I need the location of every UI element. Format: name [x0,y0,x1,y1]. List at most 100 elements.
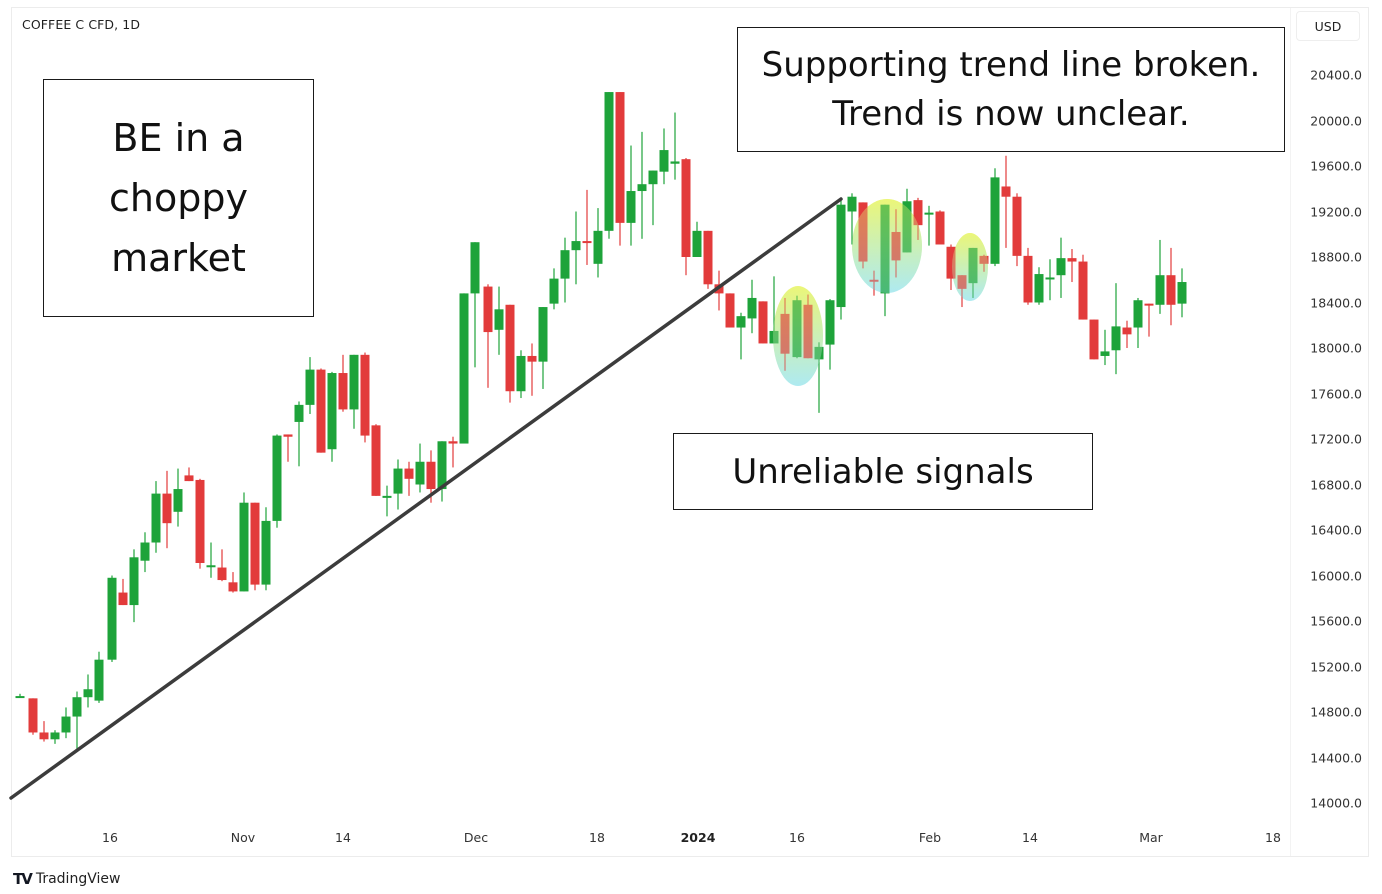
candle-bearish[interactable] [118,578,128,606]
candle-bearish[interactable] [1023,247,1033,305]
candle-bearish[interactable] [1001,155,1011,248]
candle-bullish[interactable] [560,237,570,303]
candle-bearish[interactable] [1012,193,1022,267]
price-tick-label: 20400.0 [1310,67,1362,83]
candle-bearish[interactable] [283,434,293,462]
candle-bearish[interactable] [1078,254,1088,320]
candle-bullish[interactable] [836,197,846,320]
candle-bullish[interactable] [626,145,636,246]
candle-bearish[interactable] [338,354,348,412]
candle-bullish[interactable] [94,651,104,703]
candle-bullish[interactable] [659,128,669,185]
candle-bullish[interactable] [129,549,139,623]
candle-bullish[interactable] [494,286,504,355]
candle-bullish[interactable] [437,441,447,502]
candle-bearish[interactable] [360,352,370,443]
candle-bearish[interactable] [448,436,458,468]
candle-bullish[interactable] [83,674,93,708]
candle-bearish[interactable] [316,368,326,453]
candle-bullish[interactable] [349,354,359,429]
candle-bullish[interactable] [825,299,835,370]
price-tick-label: 16800.0 [1310,477,1362,492]
candle-bullish[interactable] [1111,283,1121,375]
candle-bearish[interactable] [725,293,735,328]
candle-bullish[interactable] [272,434,282,528]
candle-bullish[interactable] [1034,267,1044,305]
candle-bullish[interactable] [327,371,337,462]
candle-bullish[interactable] [61,707,71,739]
candle-bullish[interactable] [924,205,934,246]
candle-bullish[interactable] [637,131,647,239]
candle-bullish[interactable] [736,312,746,360]
candle-bearish[interactable] [228,572,238,593]
candle-bearish[interactable] [505,304,515,403]
price-tick-label: 19600.0 [1310,158,1362,174]
candle-bearish[interactable] [681,158,691,276]
candle-bullish[interactable] [382,485,392,517]
candle-bullish[interactable] [747,279,757,334]
candle-bearish[interactable] [1122,320,1132,348]
candle-bullish[interactable] [1133,297,1143,348]
candle-bearish[interactable] [935,210,945,245]
tradingview-logo[interactable]: TV TradingView [13,870,120,888]
candle-bullish[interactable] [50,730,60,744]
supporting-trend-line[interactable] [9,197,843,800]
candle-bullish[interactable] [670,112,680,180]
candle-bearish[interactable] [184,467,194,482]
candle-bullish[interactable] [140,532,150,573]
candle-bearish[interactable] [250,502,260,591]
candle-bearish[interactable] [946,244,956,290]
candle-bearish[interactable] [39,721,49,742]
candle-bullish[interactable] [151,481,161,553]
candle-bullish[interactable] [538,307,548,389]
currency-button[interactable]: USD [1296,11,1360,41]
candle-bullish[interactable] [571,211,581,285]
candle-bearish[interactable] [1089,319,1099,360]
candle-bearish[interactable] [1067,249,1077,283]
candle-bullish[interactable] [847,193,857,245]
price-tick-label: 19200.0 [1310,204,1362,219]
candle-bearish[interactable] [615,92,625,246]
candle-bullish[interactable] [206,542,216,578]
candle-bullish[interactable] [593,208,603,278]
candle-bullish[interactable] [107,575,117,662]
candle-bearish[interactable] [195,478,205,569]
candle-bearish[interactable] [1144,303,1154,337]
annotation-be-choppy: BE in a choppy market [43,79,314,317]
candle-bullish[interactable] [173,468,183,527]
symbol-title[interactable]: COFFEE C CFD, 1D [22,17,141,32]
candle-bearish[interactable] [1166,247,1176,326]
candle-bullish[interactable] [72,691,82,751]
candle-bearish[interactable] [758,301,768,344]
candle-bullish[interactable] [1100,329,1110,366]
candle-bullish[interactable] [549,268,559,310]
candle-bullish[interactable] [261,507,271,591]
candle-bearish[interactable] [217,549,227,582]
candle-bullish[interactable] [470,242,480,368]
candle-bearish[interactable] [582,189,592,265]
candle-bullish[interactable] [1177,268,1187,318]
candle-bullish[interactable] [393,459,403,510]
candle-bullish[interactable] [1155,239,1165,314]
candle-bearish[interactable] [162,470,172,549]
candle-bearish[interactable] [527,343,537,396]
candle-bullish[interactable] [1056,237,1066,298]
candle-bearish[interactable] [371,424,381,496]
candle-bearish[interactable] [404,461,414,496]
candle-bullish[interactable] [1045,259,1055,301]
candle-bearish[interactable] [28,698,38,735]
candle-bullish[interactable] [604,92,614,239]
candle-bullish[interactable] [294,401,304,467]
candle-bullish[interactable] [415,443,425,493]
candle-bullish[interactable] [15,693,25,699]
candle-bullish[interactable] [305,357,315,414]
candle-bearish[interactable] [483,284,493,388]
candle-bearish[interactable] [703,230,713,289]
candle-bullish[interactable] [239,492,249,592]
candle-bullish[interactable] [990,168,1000,267]
candle-bullish[interactable] [459,293,469,444]
candle-bullish[interactable] [648,170,658,226]
candle-bullish[interactable] [516,350,526,399]
candle-bullish[interactable] [692,221,702,257]
